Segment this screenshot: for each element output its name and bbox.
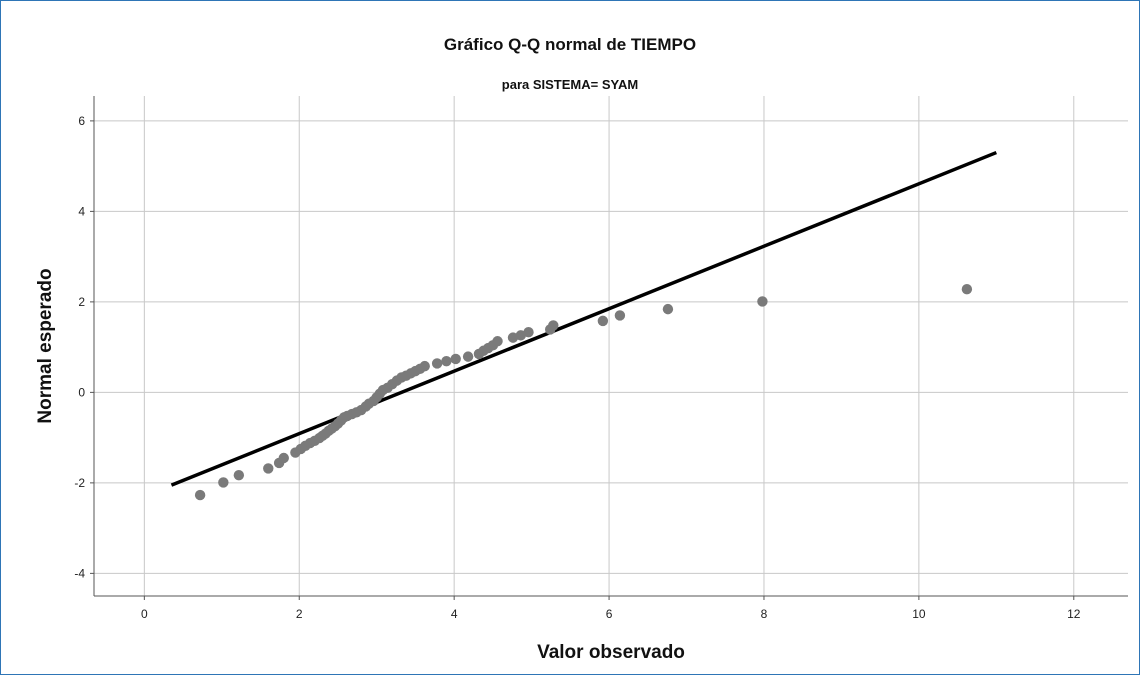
data-point — [523, 326, 534, 338]
y-tick-label: 2 — [78, 295, 85, 309]
x-tick-label: 2 — [296, 607, 303, 621]
data-point — [462, 351, 474, 362]
y-tick-label: 0 — [78, 385, 85, 399]
y-tick-label: 4 — [78, 204, 85, 218]
y-tick-label: -2 — [74, 476, 85, 490]
data-point — [597, 315, 609, 327]
grid-lines — [94, 96, 1128, 596]
data-point — [233, 469, 245, 481]
data-point — [492, 336, 503, 347]
x-axis-label: Valor observado — [537, 642, 685, 663]
chart-title: Gráfico Q-Q normal de TIEMPO — [444, 35, 696, 54]
x-tick-label: 8 — [761, 607, 768, 621]
x-tick-label: 10 — [912, 607, 926, 621]
data-point — [263, 463, 274, 474]
data-point — [431, 358, 443, 369]
data-point — [548, 320, 559, 331]
chart-subtitle: para SISTEMA= SYAM — [502, 77, 638, 92]
x-tick-labels: 0 2 4 6 8 10 12 — [141, 596, 1081, 621]
x-tick-label: 0 — [141, 607, 148, 621]
data-point — [194, 489, 206, 501]
y-axis-label: Normal esperado — [35, 268, 56, 423]
data-point — [450, 353, 461, 365]
x-tick-label: 6 — [606, 607, 613, 621]
data-point — [419, 360, 430, 372]
y-tick-label: -4 — [74, 566, 85, 580]
reference-line — [170, 150, 997, 487]
data-point — [961, 284, 973, 295]
data-point — [218, 477, 229, 488]
y-tick-label: 6 — [78, 114, 85, 128]
data-point — [662, 303, 674, 315]
data-point — [441, 355, 452, 367]
x-tick-label: 12 — [1067, 607, 1081, 621]
data-point — [614, 310, 626, 321]
data-point — [278, 452, 289, 464]
data-points — [194, 284, 973, 501]
plot-axes — [93, 96, 1128, 597]
y-tick-labels: -4 -2 0 2 4 6 — [74, 114, 94, 580]
x-tick-label: 4 — [451, 607, 458, 621]
data-point — [757, 296, 768, 307]
